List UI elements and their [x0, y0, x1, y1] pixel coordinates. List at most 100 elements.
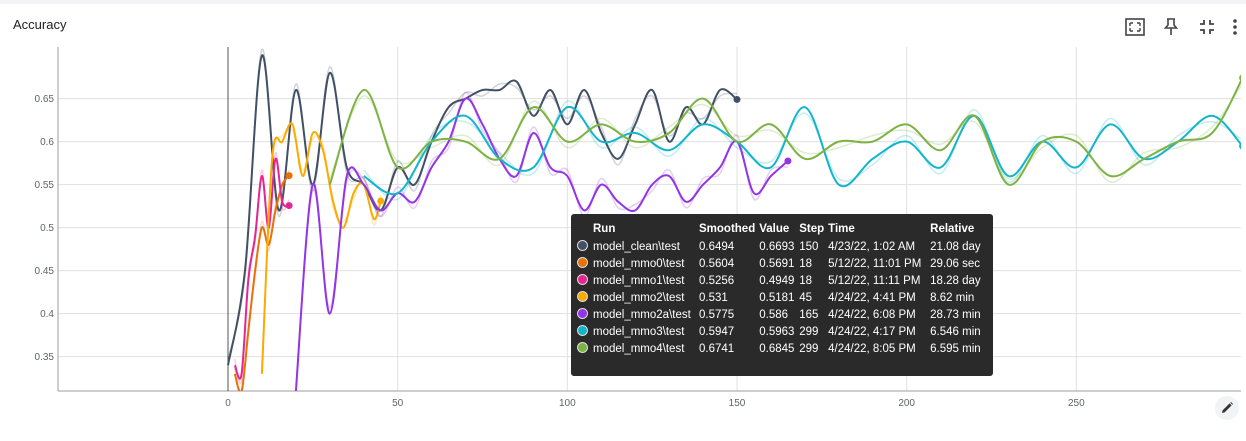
tooltip-color-swatch	[577, 255, 593, 272]
tooltip-run: model_mmo4\test	[593, 342, 685, 355]
tooltip-row: model_mmo1\test 0.5256 0.4949 18 5/12/22, 11…	[577, 272, 985, 289]
tooltip-header-time: Time	[828, 223, 855, 235]
tooltip-header-smoothed: Smoothed	[699, 223, 756, 235]
tooltip-smoothed: 0.5947	[699, 325, 735, 338]
card-toolbar	[1120, 14, 1242, 40]
series-group	[227, 48, 1246, 391]
series-end-point[interactable]	[1239, 143, 1246, 150]
tooltip-value: 0.4949	[759, 274, 795, 287]
y-tick-label: 0.55	[35, 180, 55, 191]
tooltip-time: 4/24/22, 4:17 PM	[828, 325, 916, 338]
x-tick-label: 250	[1068, 398, 1085, 409]
more-options-button[interactable]	[1228, 14, 1242, 40]
series-line[interactable]	[233, 157, 290, 380]
series-line[interactable]	[227, 54, 738, 366]
tooltip-smoothed: 0.5256	[699, 274, 735, 287]
tooltip-relative: 6.595 min	[930, 342, 981, 355]
series-line[interactable]	[294, 97, 789, 391]
tooltip-row: model_mmo2\test 0.531 0.5181 45 4/24/22, 4:4…	[577, 289, 985, 306]
chart-title: Accuracy	[13, 17, 67, 32]
tooltip-color-swatch	[577, 340, 593, 357]
fullscreen-exit-icon	[1200, 20, 1214, 34]
tooltip-relative: 8.62 min	[930, 291, 975, 304]
tooltip-rows: model_clean\test 0.6494 0.6693 150 4/23/22, …	[577, 238, 985, 357]
x-tick-label: 150	[729, 398, 746, 409]
tooltip-step: 18	[799, 274, 813, 287]
y-tick-label: 0.4	[40, 309, 54, 320]
tooltip-header-value: Value	[759, 223, 790, 235]
x-tick-label: 0	[225, 398, 231, 409]
tooltip-step: 165	[799, 308, 819, 321]
tooltip-header-row: Run Smoothed Value Step Time Relative	[577, 220, 985, 238]
data-tooltip: Run Smoothed Value Step Time Relative mo…	[571, 214, 993, 376]
run-color-dot	[577, 257, 588, 268]
pin-icon	[1164, 18, 1178, 35]
tooltip-time: 4/24/22, 4:41 PM	[828, 291, 916, 304]
tooltip-row: model_mmo2a\test 0.5775 0.586 165 4/24/22, 6…	[577, 306, 985, 323]
tooltip-smoothed: 0.6494	[699, 240, 735, 253]
y-tick-label: 0.45	[35, 266, 55, 277]
y-tick-label: 0.65	[35, 94, 55, 105]
tooltip-header-step: Step	[799, 223, 825, 235]
tooltip-step: 45	[799, 291, 813, 304]
edit-button[interactable]	[1215, 396, 1239, 420]
run-color-dot	[577, 342, 588, 353]
series-raw-line	[295, 91, 789, 386]
series-raw-line	[261, 127, 382, 368]
tooltip-row: model_mmo0\test 0.5604 0.5691 18 5/12/22, 11…	[577, 255, 985, 272]
tooltip-run: model_mmo3\test	[593, 325, 685, 338]
series-end-point[interactable]	[1239, 74, 1246, 81]
run-color-dot	[577, 308, 588, 319]
tooltip-row: model_mmo4\test 0.6741 0.6845 299 4/24/22, 8…	[577, 340, 985, 357]
tooltip-time: 4/24/22, 6:08 PM	[828, 308, 916, 321]
tooltip-table: Run Smoothed Value Step Time Relative mo…	[577, 220, 985, 357]
tooltip-smoothed: 0.6741	[699, 342, 735, 355]
tooltip-color-swatch	[577, 289, 593, 306]
series-end-point[interactable]	[285, 172, 293, 180]
fit-to-data-icon	[1125, 18, 1145, 36]
tooltip-color-swatch	[577, 306, 593, 323]
tooltip-color-swatch	[577, 238, 593, 255]
y-tick-label: 0.5	[40, 223, 54, 234]
tooltip-step: 299	[799, 325, 819, 338]
run-color-dot	[577, 274, 588, 285]
tooltip-step: 18	[799, 257, 813, 270]
tooltip-header-relative: Relative	[930, 223, 975, 235]
tooltip-relative: 29.06 sec	[930, 257, 981, 270]
tooltip-time: 4/24/22, 8:05 PM	[828, 342, 916, 355]
tooltip-relative: 21.08 day	[930, 240, 981, 253]
series-raw-line	[329, 84, 1241, 183]
tooltip-row: model_mmo3\test 0.5947 0.5963 299 4/24/22, 4…	[577, 323, 985, 340]
tooltip-value: 0.5691	[759, 257, 795, 270]
more-vert-icon	[1233, 19, 1237, 35]
run-color-dot	[577, 291, 588, 302]
collapse-button[interactable]	[1192, 14, 1222, 40]
tooltip-smoothed: 0.531	[699, 291, 728, 304]
tooltip-color-swatch	[577, 323, 593, 340]
series-end-point[interactable]	[377, 197, 385, 205]
x-tick-label: 100	[559, 398, 576, 409]
series-line[interactable]	[328, 78, 1243, 186]
tooltip-time: 5/12/22, 11:01 PM	[828, 257, 922, 270]
pin-button[interactable]	[1156, 14, 1186, 40]
tooltip-run: model_clean\test	[593, 240, 680, 253]
fit-domain-button[interactable]	[1120, 14, 1150, 40]
series-end-point[interactable]	[733, 95, 741, 103]
pencil-icon	[1222, 402, 1233, 413]
tooltip-smoothed: 0.5775	[699, 308, 735, 321]
run-color-dot	[577, 240, 588, 251]
series-end-point[interactable]	[784, 157, 792, 165]
tooltip-run: model_mmo2a\test	[593, 308, 691, 321]
series-end-point[interactable]	[285, 202, 293, 210]
tooltip-run: model_mmo2\test	[593, 291, 685, 304]
run-color-dot	[577, 325, 588, 336]
tooltip-run: model_mmo1\test	[593, 274, 685, 287]
tooltip-value: 0.6845	[759, 342, 795, 355]
tooltip-value: 0.586	[759, 308, 789, 321]
tooltip-header-run: Run	[593, 223, 616, 235]
tooltip-step: 150	[799, 240, 819, 253]
tooltip-color-header	[577, 220, 593, 238]
tooltip-color-swatch	[577, 272, 593, 289]
series-line[interactable]	[363, 106, 1243, 196]
